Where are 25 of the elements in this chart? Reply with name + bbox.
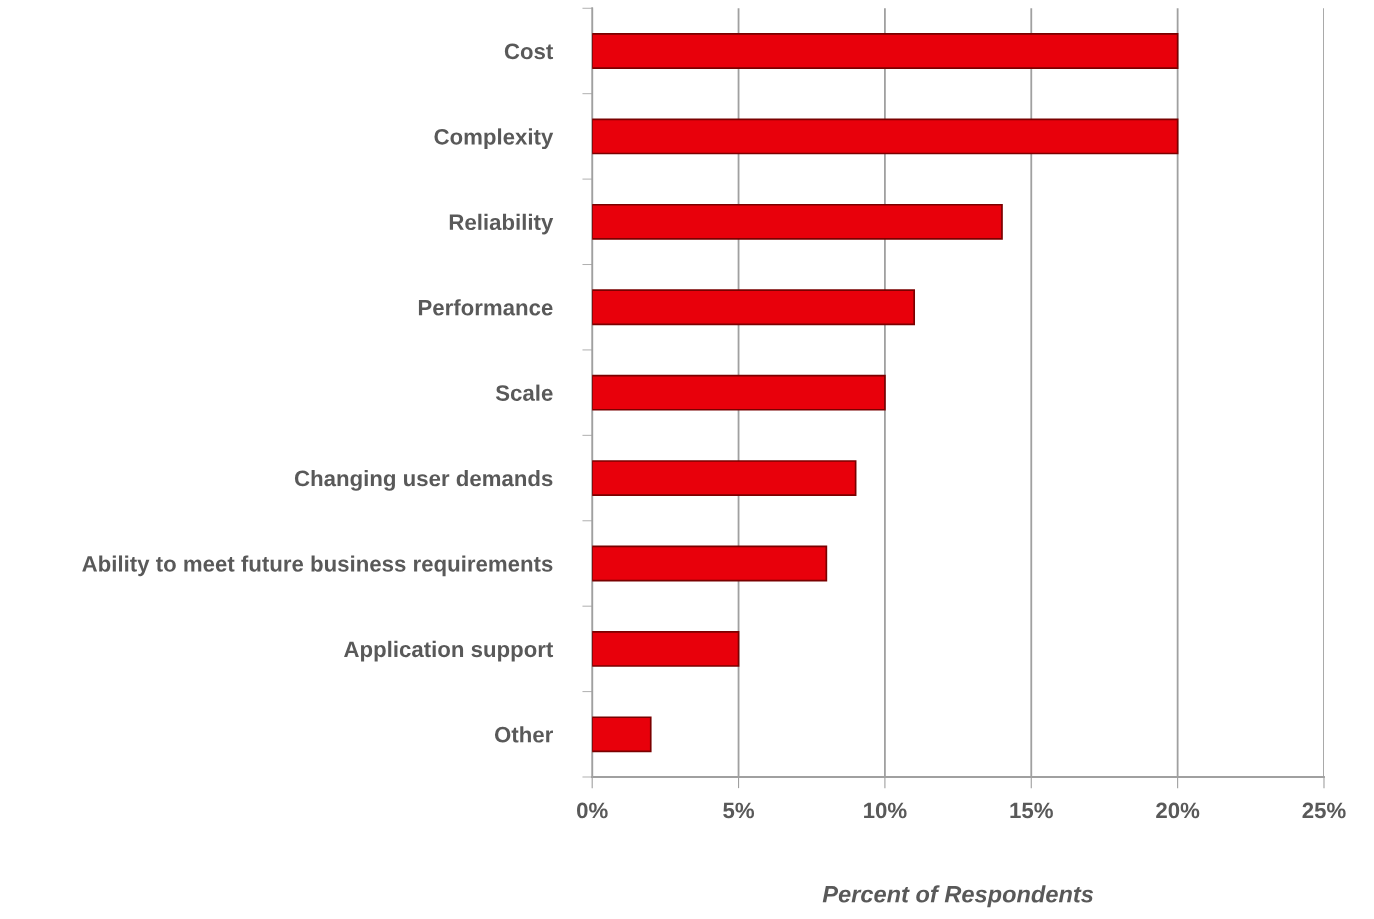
y-tick-label: Changing user demands: [294, 470, 553, 491]
bar: [592, 203, 1003, 240]
bar: [592, 460, 857, 496]
bar: [592, 289, 916, 326]
y-tick-label: Other: [494, 726, 553, 743]
y-tick-label: Scale: [495, 384, 553, 401]
y-tick-label: Reliability: [449, 213, 554, 235]
x-axis-title: Percent of Respondents: [822, 885, 1094, 908]
bar: [592, 716, 652, 753]
bar: [592, 33, 1179, 69]
y-tick-label: Complexity: [434, 128, 554, 150]
x-tick-label: 5%: [723, 802, 755, 819]
y-tick-label: Application support: [344, 640, 554, 662]
bar: [592, 545, 828, 582]
x-tick-label: 15%: [1010, 802, 1053, 819]
y-tick-label: Performance: [418, 299, 553, 316]
bar: [592, 630, 740, 667]
x-tick-label: 25%: [1302, 802, 1346, 819]
x-tick-label: 20%: [1156, 802, 1200, 819]
y-tick-label: Ability to meet future business requirements: [82, 555, 553, 577]
bar: [592, 118, 1179, 155]
bar: [592, 374, 886, 411]
x-tick-label: 0%: [577, 802, 608, 819]
x-tick-label: 10%: [864, 802, 907, 819]
y-tick-label: Cost: [504, 43, 554, 60]
